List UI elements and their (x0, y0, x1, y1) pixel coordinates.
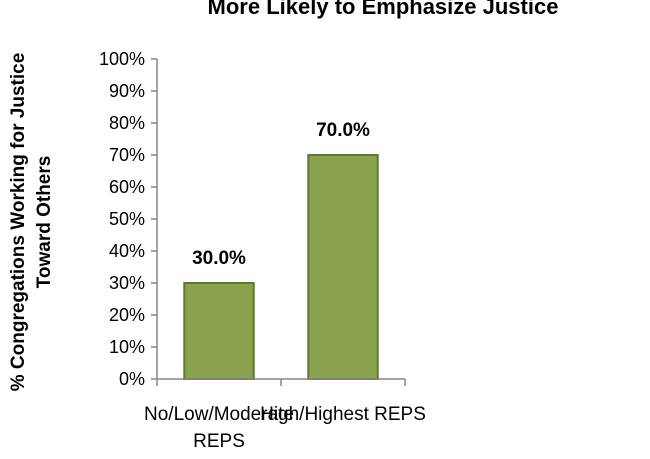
y-tick-label: 90% (109, 81, 145, 101)
y-axis-ticks: 0% 10% 20% 30% 40% 50% 60% 70% 80% 90% 100% (99, 49, 157, 389)
x-category-label: High/Highest REPS (260, 404, 426, 425)
bars (183, 154, 379, 380)
y-tick-label: 60% (109, 177, 145, 197)
data-label: 70.0% (316, 120, 370, 141)
bar (183, 282, 255, 380)
y-tick-label: 20% (109, 305, 145, 325)
chart-title: More Likely to Emphasize Justice (208, 0, 559, 19)
y-tick-label: 30% (109, 273, 145, 293)
y-tick-label: 100% (99, 49, 145, 69)
y-tick-label: 80% (109, 113, 145, 133)
y-axis-label-line-2: Toward Others (34, 156, 55, 289)
y-tick-label: 10% (109, 337, 145, 357)
y-axis-label-group: % Congregations Working for Justice Towa… (8, 53, 55, 392)
x-category-label: No/Low/Moderate (144, 404, 294, 425)
y-axis-label-line-1: % Congregations Working for Justice (8, 53, 29, 392)
y-tick-label: 0% (119, 369, 145, 389)
bar (307, 154, 379, 380)
x-axis-categories: No/Low/Moderate REPS High/Highest REPS (144, 379, 426, 452)
data-labels: 30.0% 70.0% (192, 120, 370, 269)
chart-title-group: More Likely to Emphasize Justice (208, 0, 559, 19)
y-tick-label: 70% (109, 145, 145, 165)
y-tick-label: 50% (109, 209, 145, 229)
axes (156, 59, 405, 380)
y-tick-label: 40% (109, 241, 145, 261)
data-label: 30.0% (192, 248, 246, 269)
x-category-label: REPS (193, 431, 245, 452)
